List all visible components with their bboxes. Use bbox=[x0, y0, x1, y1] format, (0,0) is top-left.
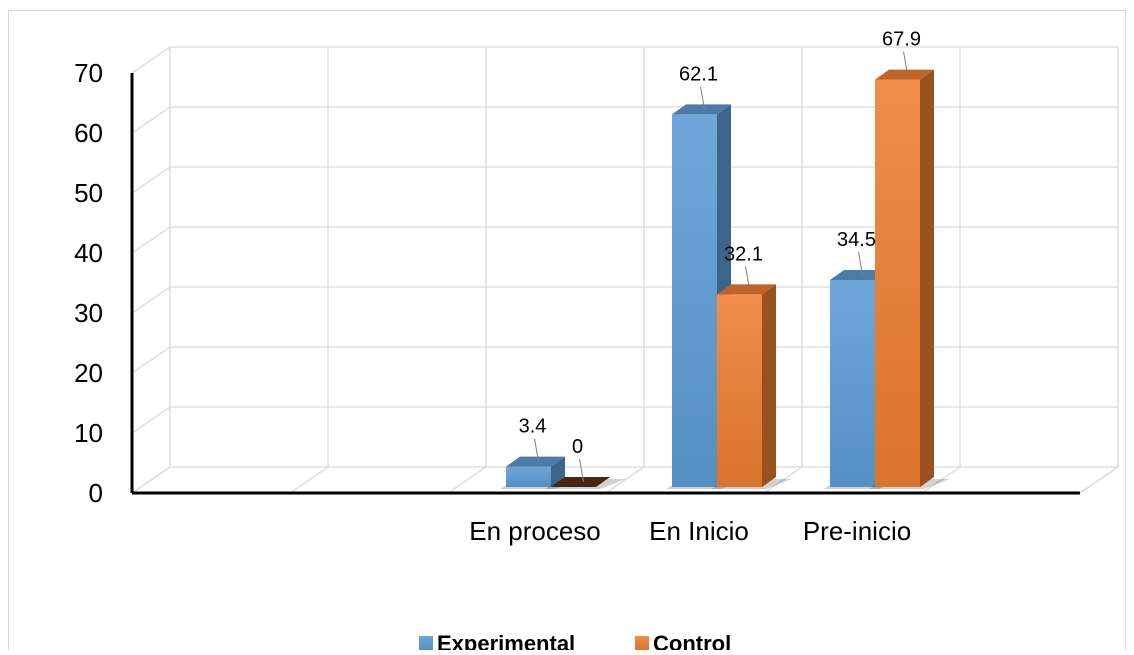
x-axis-end bbox=[1079, 487, 1089, 494]
bar-side bbox=[920, 69, 934, 487]
x-category-label: Pre-inicio bbox=[803, 516, 911, 546]
chart-axes: 0 10 20 30 40 50 60 70 En proceso En Inicio Pre-in… bbox=[74, 58, 1089, 546]
side-wall-gridline bbox=[131, 46, 171, 74]
y-tick-label: 70 bbox=[74, 58, 103, 88]
y-tick-label: 30 bbox=[74, 298, 103, 328]
bar-side bbox=[551, 456, 565, 487]
data-label-leader bbox=[700, 86, 705, 110]
side-wall-gridline bbox=[131, 226, 171, 254]
y-tick-label: 20 bbox=[74, 358, 103, 388]
data-label-leader bbox=[745, 266, 750, 290]
floor-divider bbox=[289, 466, 329, 494]
y-tick-label: 40 bbox=[74, 238, 103, 268]
bar-zero bbox=[551, 477, 610, 487]
bar bbox=[875, 79, 920, 487]
bar-side bbox=[762, 284, 776, 487]
y-tick-label: 10 bbox=[74, 418, 103, 448]
y-tick-label: 0 bbox=[89, 478, 103, 508]
floor-divider bbox=[763, 466, 803, 494]
floor-divider bbox=[131, 466, 171, 494]
floor-divider bbox=[447, 466, 487, 494]
data-label-leader bbox=[534, 438, 539, 462]
side-wall-gridline bbox=[131, 106, 171, 134]
data-label-leader bbox=[858, 251, 863, 276]
bar bbox=[830, 280, 875, 487]
data-label: 62.1 bbox=[679, 63, 718, 85]
side-wall-gridline bbox=[131, 346, 171, 374]
legend-swatch bbox=[635, 636, 649, 650]
chart-bars bbox=[500, 69, 950, 489]
bar-top bbox=[717, 284, 776, 295]
side-wall-gridline bbox=[131, 406, 171, 434]
data-label: 3.4 bbox=[519, 416, 547, 438]
side-wall-gridline bbox=[131, 166, 171, 194]
legend-swatch bbox=[419, 636, 433, 650]
x-category-label: En Inicio bbox=[649, 516, 749, 546]
bar-top bbox=[506, 456, 565, 467]
bar bbox=[717, 294, 762, 487]
bar bbox=[506, 466, 551, 487]
chart-labels: 3.4 0 62.1 32.1 34.5 67.9 bbox=[519, 29, 921, 483]
data-label: 0 bbox=[572, 436, 583, 458]
data-label: 34.5 bbox=[837, 229, 876, 251]
bar-top bbox=[830, 270, 889, 280]
data-label-leader bbox=[903, 51, 908, 75]
x-category-label: En proceso bbox=[469, 516, 601, 546]
data-label-leader bbox=[579, 458, 584, 483]
y-tick-label: 60 bbox=[74, 118, 103, 148]
chart-frame bbox=[8, 10, 1126, 651]
bar-top bbox=[672, 104, 731, 115]
chart-walls bbox=[131, 46, 1119, 494]
floor-divider bbox=[605, 466, 645, 494]
side-wall-gridline bbox=[131, 286, 171, 314]
data-label: 32.1 bbox=[724, 243, 763, 265]
legend-label: Control bbox=[653, 631, 731, 650]
legend-label: Experimental bbox=[437, 631, 575, 650]
floor-divider bbox=[921, 466, 961, 494]
legend: Experimental Control bbox=[419, 631, 731, 655]
bar-top bbox=[875, 69, 934, 80]
data-label: 67.9 bbox=[882, 29, 921, 51]
bar bbox=[672, 114, 717, 488]
y-tick-label: 50 bbox=[74, 178, 103, 208]
